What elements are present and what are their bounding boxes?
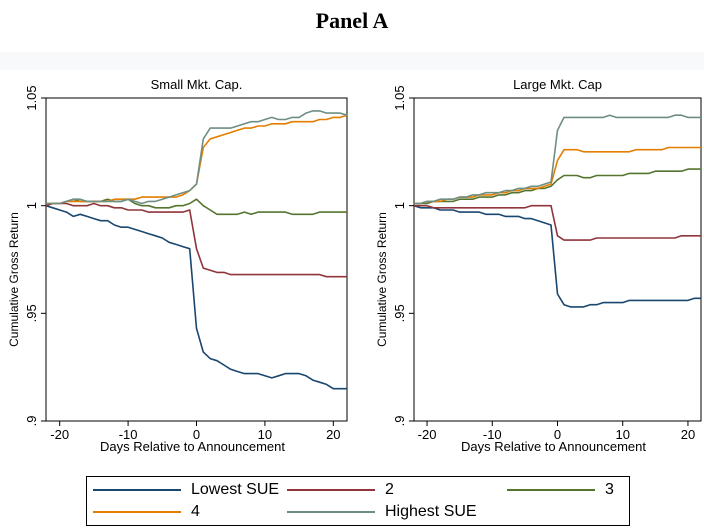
- chart-title: Small Mkt. Cap.: [151, 77, 243, 92]
- legend-label-2: 2: [385, 481, 394, 498]
- x-tick-label: -20: [418, 427, 437, 442]
- legend-item-highest-sue: Highest SUE: [287, 503, 477, 521]
- series-line-lowest-sue: [45, 204, 347, 390]
- legend-item-lowest-sue: Lowest SUE: [93, 481, 279, 499]
- chart-panel-2: Large Mkt. Cap -20 -10 0 10 20 .9 .95 1 1.05 Days …: [375, 77, 702, 454]
- y-axis-label: Cumulative Gross Return: [375, 212, 389, 347]
- legend-label-lowest-sue: Lowest SUE: [191, 481, 280, 498]
- y-tick-label: .9: [392, 416, 407, 427]
- x-axis-label: Days Relative to Announcement: [461, 439, 646, 454]
- series-line-highest-sue: [46, 110, 348, 205]
- panel-title: Panel A: [315, 8, 389, 33]
- x-tick-label: 10: [615, 427, 629, 442]
- chart-canvas: Small Mkt. Cap.-20 -10 0 10 20.9.9511.05Days…: [7, 77, 702, 454]
- plot-area: [45, 97, 348, 422]
- legend: Lowest SUE 2 3 4 Highest SUE: [86, 476, 630, 526]
- legend-item-2: 2: [287, 481, 394, 499]
- legend-swatch-3: [507, 489, 595, 491]
- y-tick-label: .95: [392, 304, 407, 322]
- legend-label-3: 3: [605, 481, 614, 498]
- y-tick-label: 1.05: [392, 85, 407, 110]
- legend-swatch-2: [287, 489, 375, 491]
- x-axis-label: Days Relative to Announcement: [100, 439, 285, 454]
- x-tick-label: -10: [119, 427, 138, 442]
- legend-swatch-lowest-sue: [93, 489, 181, 491]
- x-tick-label: 10: [258, 427, 272, 442]
- header-divider-band: [0, 52, 704, 70]
- plot-area: [413, 97, 702, 422]
- x-tick-label: 20: [326, 427, 340, 442]
- y-tick-label: .95: [24, 304, 39, 322]
- series-line-2: [414, 204, 701, 241]
- chart-title: Large Mkt. Cap: [513, 77, 602, 92]
- chart-panel-1: Small Mkt. Cap. -20 -10 0 10 20 .9 .95 1 1.05 Days…: [7, 77, 348, 454]
- y-tick-label: 1: [392, 202, 407, 209]
- series-line-highest-sue: [414, 114, 701, 205]
- series-line-2: [45, 202, 347, 278]
- x-tick-label: 0: [554, 427, 561, 442]
- legend-label-4: 4: [191, 503, 200, 520]
- legend-swatch-4: [93, 511, 181, 513]
- y-tick-label: 1.05: [24, 85, 39, 110]
- legend-label-highest-sue: Highest SUE: [385, 503, 477, 520]
- x-tick-label: -10: [483, 427, 502, 442]
- x-tick-label: 20: [681, 427, 695, 442]
- legend-swatch-highest-sue: [287, 511, 375, 513]
- x-tick-label: -20: [50, 427, 69, 442]
- legend-item-4: 4: [93, 503, 200, 521]
- x-tick-label: 0: [193, 427, 200, 442]
- y-tick-label: .9: [24, 416, 39, 427]
- series-line-lowest-sue: [413, 204, 701, 308]
- legend-item-3: 3: [507, 481, 614, 499]
- y-axis-label: Cumulative Gross Return: [7, 212, 21, 347]
- series-line-3: [414, 168, 701, 205]
- y-tick-label: 1: [24, 202, 39, 209]
